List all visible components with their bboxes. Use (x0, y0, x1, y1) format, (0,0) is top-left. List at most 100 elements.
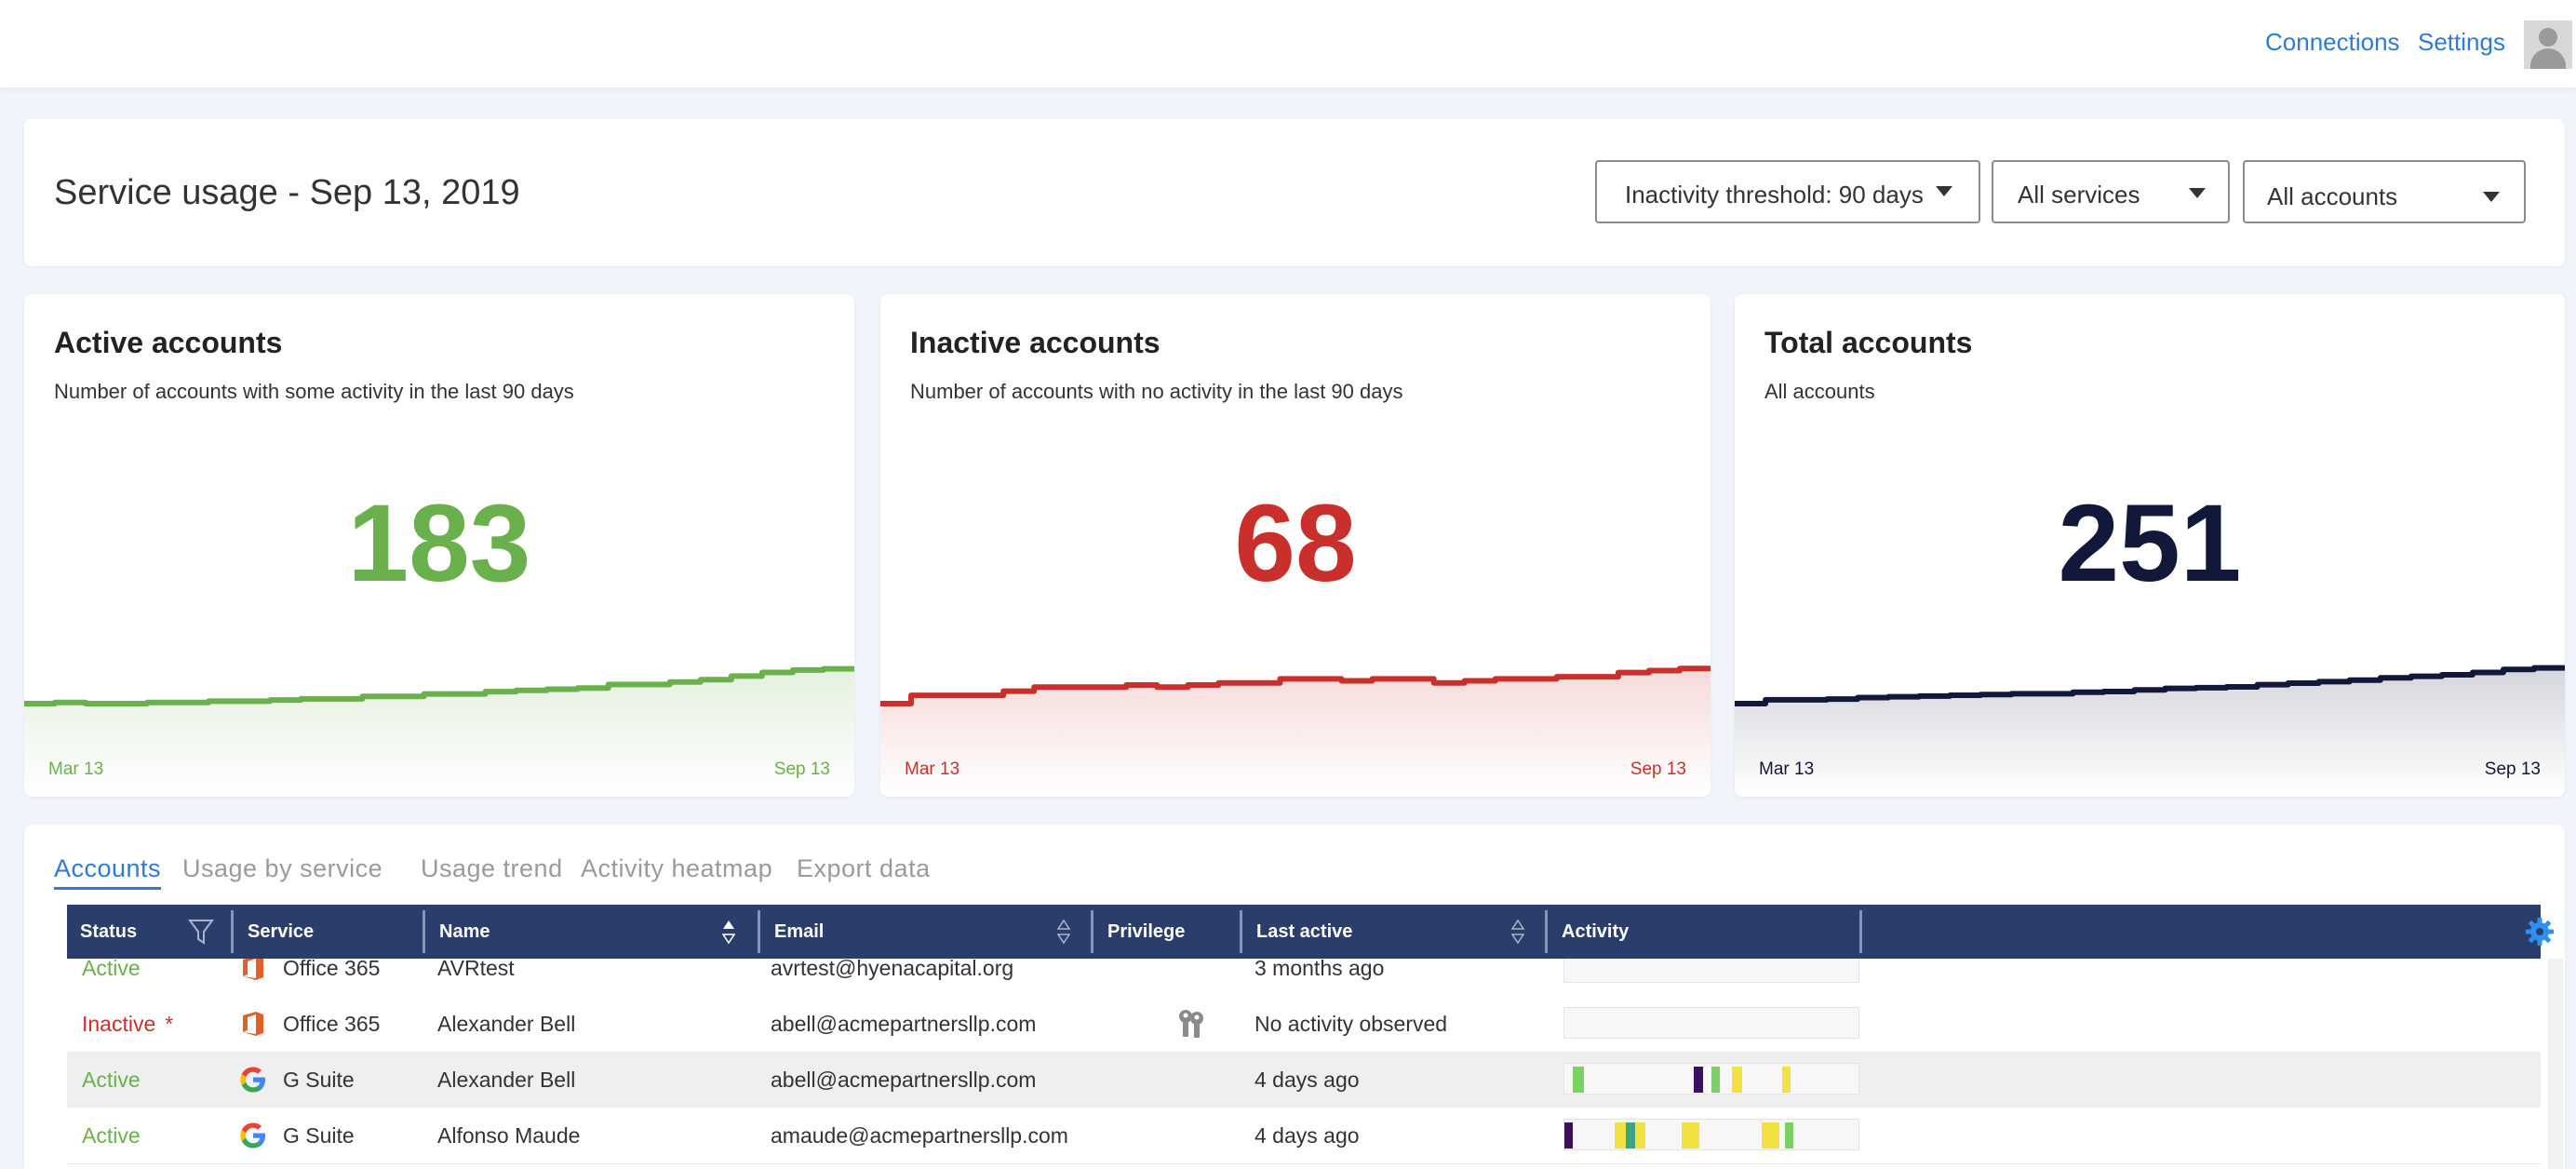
accounts-dropdown[interactable]: All accounts (2243, 160, 2526, 223)
filter-icon[interactable] (188, 918, 214, 946)
office365-icon (243, 959, 263, 980)
column-header-status[interactable]: Status (80, 921, 138, 942)
activity-segment (1573, 1067, 1584, 1093)
total-accounts-card[interactable]: Total accounts All accounts 251 Mar 13 S… (1735, 294, 2565, 797)
name-cell: Alexander Bell (437, 1012, 576, 1036)
gear-icon[interactable] (2524, 916, 2556, 947)
activity-bar (1563, 1007, 1859, 1039)
status-marker: * (165, 1012, 174, 1036)
service-cell: Office 365 (283, 959, 381, 980)
activity-segment (1682, 1122, 1700, 1149)
name-cell: AVRtest (437, 959, 515, 980)
start-date-label: Mar 13 (48, 759, 104, 779)
active-accounts-card[interactable]: Active accounts Number of accounts with … (24, 294, 854, 797)
settings-link[interactable]: Settings (2418, 28, 2505, 56)
total-trend-sparkline (1735, 665, 2565, 797)
activity-segment (1785, 1122, 1794, 1149)
card-subtitle: All accounts (1764, 380, 1875, 403)
sort-icon[interactable] (1511, 918, 1524, 946)
name-cell: Alexander Bell (437, 1068, 576, 1092)
sparkline-area (24, 666, 854, 797)
email-cell: amaude@acmepartnersllp.com (771, 1123, 1068, 1148)
top-bar: Connections Settings (0, 0, 2576, 87)
email-cell: avrtest@hyenacapital.org (771, 959, 1014, 980)
start-date-label: Mar 13 (1759, 759, 1815, 779)
user-avatar-icon[interactable] (2524, 20, 2572, 69)
keys-icon (1179, 1010, 1203, 1038)
status-cell: Active (82, 1123, 141, 1148)
activity-segment (1626, 1122, 1635, 1149)
tab-usage-trend[interactable]: Usage trend (421, 854, 563, 882)
activity-segment (1711, 1067, 1721, 1093)
connections-link[interactable]: Connections (2265, 28, 2400, 56)
inactive-accounts-card[interactable]: Inactive accounts Number of accounts wit… (880, 294, 1711, 797)
column-header-last-active[interactable]: Last active (1256, 921, 1353, 942)
card-title: Inactive accounts (910, 326, 1161, 359)
sparkline-area (1735, 666, 2565, 797)
end-date-label: Sep 13 (773, 759, 830, 779)
last-active-cell: 3 months ago (1254, 959, 1385, 980)
email-cell: abell@acmepartnersllp.com (771, 1012, 1037, 1036)
page-header: Service usage - Sep 13, 2019 Inactivity … (24, 119, 2565, 266)
service-cell: G Suite (283, 1068, 355, 1092)
tab-export-data[interactable]: Export data (797, 854, 931, 882)
tab-usage-by-service[interactable]: Usage by service (182, 854, 383, 882)
activity-segment (1781, 1067, 1791, 1093)
google-icon (240, 1067, 265, 1093)
email-cell: abell@acmepartnersllp.com (771, 1068, 1037, 1092)
caret-down-icon (2189, 188, 2206, 198)
activity-segment (1732, 1067, 1743, 1093)
active-trend-sparkline (24, 665, 854, 797)
sparkline-line (24, 665, 854, 706)
column-header-privilege[interactable]: Privilege (1107, 921, 1186, 942)
inactivity-threshold-dropdown[interactable]: Inactivity threshold: 90 days (1595, 160, 1980, 223)
tab-activity-heatmap[interactable]: Activity heatmap (581, 854, 773, 882)
sparkline-area (880, 666, 1711, 797)
column-header-service[interactable]: Service (248, 921, 315, 942)
last-active-cell: 4 days ago (1254, 1068, 1360, 1092)
table-scrollbar[interactable] (2548, 959, 2563, 1169)
caret-down-icon (2483, 192, 2500, 202)
total-count: 251 (2058, 482, 2242, 605)
card-title: Total accounts (1764, 326, 1973, 359)
status-cell: Inactive * (82, 996, 173, 1052)
active-count: 183 (347, 482, 531, 605)
table-header: Status Service Name Email Privilege Last… (67, 905, 2554, 959)
services-dropdown[interactable]: All services (1992, 160, 2230, 223)
last-active-cell: No activity observed (1254, 1012, 1448, 1036)
office365-icon (243, 1012, 263, 1036)
accounts-panel: Accounts Usage by service Usage trend Ac… (24, 825, 2565, 1169)
inactivity-threshold-value: Inactivity threshold: 90 days (1625, 181, 1924, 208)
status-cell: Active (82, 959, 141, 980)
tab-accounts[interactable]: Accounts (54, 854, 162, 890)
table-body: Active Office 365 AVRtest avrtest@hyenac… (67, 959, 2541, 1169)
activity-segment (1694, 1067, 1703, 1093)
table-row[interactable]: Active G Suite Alexander Bell abell@acme… (67, 1052, 2541, 1109)
sort-ascending-icon[interactable] (722, 918, 735, 946)
status-label: Inactive (82, 1012, 156, 1036)
caret-down-icon (1936, 186, 1952, 196)
activity-segment (1564, 1122, 1574, 1149)
activity-bar (1563, 1063, 1859, 1095)
sparkline-line (1735, 665, 2565, 706)
table-row[interactable]: Active G Suite Alfonso Maude amaude@acme… (67, 1108, 2541, 1164)
card-subtitle: Number of accounts with some activity in… (54, 380, 574, 403)
column-header-email[interactable]: Email (774, 921, 825, 942)
service-cell: Office 365 (283, 1012, 381, 1036)
activity-bar (1563, 959, 1859, 983)
card-title: Active accounts (54, 326, 283, 359)
google-icon (240, 1122, 265, 1149)
activity-segment (1761, 1122, 1779, 1149)
inactive-trend-sparkline (880, 665, 1711, 797)
column-header-activity[interactable]: Activity (1562, 921, 1630, 942)
table-row[interactable]: Inactive * Office 365 Alexander Bell abel… (67, 996, 2541, 1053)
table-row[interactable]: Active Office 365 AVRtest avrtest@hyenac… (67, 959, 2541, 997)
last-active-cell: 4 days ago (1254, 1123, 1360, 1148)
services-value: All services (2018, 181, 2140, 208)
page-title: Service usage - Sep 13, 2019 (54, 173, 520, 212)
sort-icon[interactable] (1057, 918, 1070, 946)
column-header-name[interactable]: Name (439, 921, 490, 942)
start-date-label: Mar 13 (905, 759, 960, 779)
activity-segment (1634, 1122, 1645, 1149)
card-subtitle: Number of accounts with no activity in t… (910, 380, 1403, 403)
